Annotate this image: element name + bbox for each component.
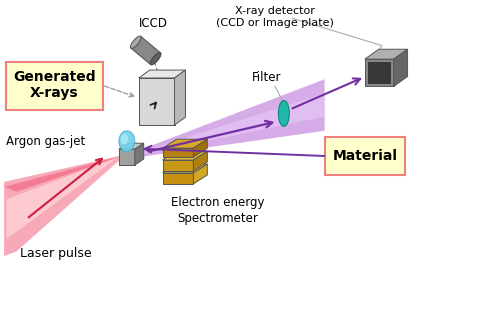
Polygon shape [4, 155, 126, 192]
Polygon shape [365, 49, 408, 59]
Polygon shape [368, 62, 391, 84]
Polygon shape [163, 151, 207, 160]
Text: ICCD: ICCD [139, 17, 168, 30]
Polygon shape [119, 143, 144, 149]
Polygon shape [193, 164, 207, 184]
Ellipse shape [150, 53, 161, 65]
Ellipse shape [119, 131, 135, 152]
Polygon shape [163, 160, 193, 171]
Polygon shape [119, 149, 135, 165]
FancyBboxPatch shape [325, 137, 405, 175]
Polygon shape [135, 143, 144, 165]
Polygon shape [136, 79, 324, 158]
Polygon shape [193, 151, 207, 171]
Polygon shape [139, 78, 175, 125]
Polygon shape [139, 70, 185, 78]
Text: Material: Material [332, 149, 397, 163]
Polygon shape [175, 70, 185, 125]
Polygon shape [136, 93, 324, 156]
Polygon shape [131, 36, 161, 65]
Polygon shape [163, 148, 193, 157]
Polygon shape [163, 164, 207, 173]
Polygon shape [4, 155, 126, 256]
Polygon shape [163, 173, 193, 184]
Text: Generated
X-rays: Generated X-rays [13, 70, 96, 100]
Ellipse shape [120, 134, 128, 145]
Text: Electron energy
Spectrometer: Electron energy Spectrometer [171, 196, 264, 225]
Polygon shape [7, 157, 119, 239]
Polygon shape [365, 59, 394, 86]
Polygon shape [193, 139, 207, 157]
Ellipse shape [131, 36, 141, 48]
Polygon shape [4, 155, 126, 256]
Polygon shape [163, 139, 207, 148]
Text: Argon gas-jet: Argon gas-jet [6, 135, 85, 148]
Text: Filter: Filter [252, 71, 281, 84]
Text: Laser pulse: Laser pulse [21, 247, 92, 260]
Ellipse shape [278, 101, 289, 126]
Polygon shape [394, 49, 408, 86]
FancyBboxPatch shape [6, 62, 103, 111]
Text: X-ray detector
(CCD or Image plate): X-ray detector (CCD or Image plate) [216, 6, 334, 28]
